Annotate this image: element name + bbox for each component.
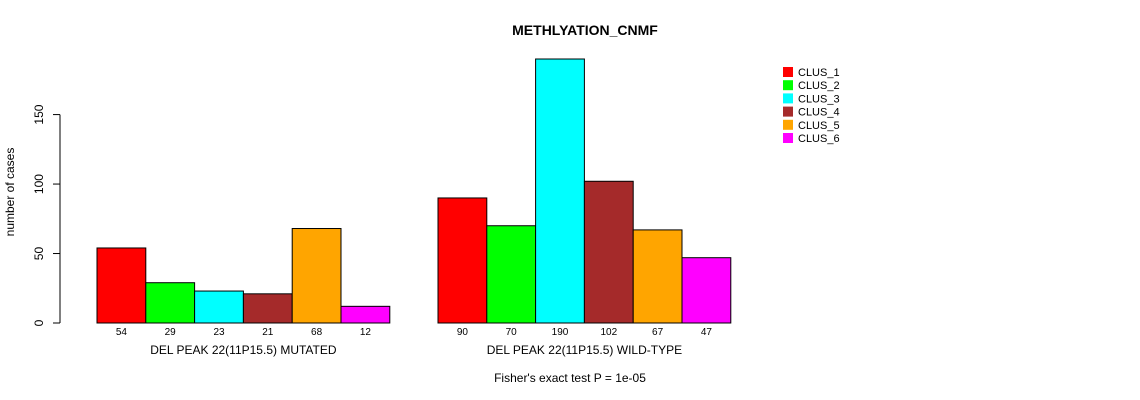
legend-label: CLUS_3 (798, 93, 840, 105)
group-labels: DEL PEAK 22(11P15.5) MUTATED DEL PEAK 22(… (150, 343, 682, 357)
bar (194, 290, 244, 324)
bar (437, 197, 488, 324)
legend-swatch (783, 106, 793, 117)
legend-swatch (783, 93, 793, 104)
fisher-test-footnote: Fisher's exact test P = 1e-05 (494, 371, 646, 385)
bar-count-label: 54 (116, 327, 128, 338)
bar (340, 305, 391, 324)
bar-count-label: 23 (213, 327, 225, 338)
y-tick-label: 100 (32, 174, 46, 194)
legend-label: CLUS_5 (798, 120, 840, 132)
bar-count-label: 70 (506, 327, 518, 338)
legend-swatch (783, 80, 793, 91)
y-tick-label: 0 (32, 319, 46, 326)
bar-count-label: 90 (457, 327, 469, 338)
y-tick-label: 150 (32, 104, 46, 124)
y-tick-label: 50 (32, 247, 46, 261)
group-label: DEL PEAK 22(11P15.5) MUTATED (150, 343, 337, 357)
bar (242, 293, 293, 324)
y-axis-label: number of cases (3, 148, 17, 237)
bar-count-label: 68 (311, 327, 323, 338)
legend-label: CLUS_1 (798, 67, 840, 79)
bar-count-label: 190 (552, 327, 569, 338)
chart-title: METHLYATION_CNMF (512, 22, 658, 38)
legend-label: CLUS_6 (798, 133, 840, 145)
bar (291, 228, 342, 324)
bar-count-label: 67 (652, 327, 664, 338)
bar-count-label: 102 (600, 327, 617, 338)
legend-label: CLUS_4 (798, 107, 840, 119)
bar (486, 225, 537, 324)
legend-swatch (783, 119, 793, 130)
bar-count-label: 21 (262, 327, 274, 338)
bar (583, 180, 634, 324)
y-axis: 0 50 100 150 (32, 104, 61, 326)
bar (632, 229, 683, 324)
legend-swatch (783, 133, 793, 143)
bar (681, 257, 732, 324)
bar-count-label: 12 (360, 327, 372, 338)
group-label: DEL PEAK 22(11P15.5) WILD-TYPE (487, 343, 682, 357)
bar (96, 247, 147, 324)
legend-label: CLUS_2 (798, 80, 840, 92)
bar-count-label: 47 (701, 327, 713, 338)
bar (145, 282, 196, 324)
legend-swatch (783, 67, 793, 77)
bar (535, 58, 585, 324)
bars: 54 29 23 21 68 12 90 70 190 102 67 47 (96, 58, 732, 338)
bar-count-label: 29 (165, 327, 177, 338)
